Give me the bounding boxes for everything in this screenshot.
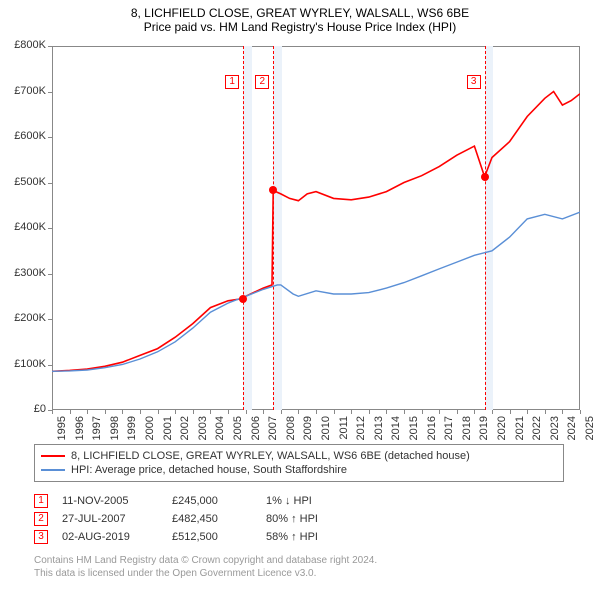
sale-marker-box: 3: [467, 75, 481, 89]
series-hpi: [52, 212, 580, 371]
legend-row-hpi: HPI: Average price, detached house, Sout…: [41, 463, 557, 477]
x-tick-mark: [369, 410, 370, 414]
y-tick-label: £700K: [2, 85, 46, 97]
x-tick-mark: [228, 410, 229, 414]
y-tick-mark: [48, 228, 52, 229]
x-tick-mark: [316, 410, 317, 414]
annotation-pct-2: 80% ↑ HPI: [266, 513, 366, 525]
x-tick-mark: [351, 410, 352, 414]
y-tick-mark: [48, 183, 52, 184]
legend-label-hpi: HPI: Average price, detached house, Sout…: [71, 464, 347, 476]
x-tick-mark: [545, 410, 546, 414]
x-tick-mark: [158, 410, 159, 414]
annotation-row-1: 1 11-NOV-2005 £245,000 1% ↓ HPI: [34, 492, 564, 510]
y-tick-label: £300K: [2, 267, 46, 279]
x-tick-mark: [175, 410, 176, 414]
annotation-table: 1 11-NOV-2005 £245,000 1% ↓ HPI 2 27-JUL…: [34, 492, 564, 546]
legend-label-property: 8, LICHFIELD CLOSE, GREAT WYRLEY, WALSAL…: [71, 450, 470, 462]
x-tick-mark: [246, 410, 247, 414]
x-tick-mark: [70, 410, 71, 414]
y-tick-mark: [48, 137, 52, 138]
annotation-price-2: £482,450: [172, 513, 252, 525]
title-line-2: Price paid vs. HM Land Registry's House …: [10, 20, 590, 34]
x-tick-mark: [404, 410, 405, 414]
x-tick-mark: [281, 410, 282, 414]
y-tick-label: £500K: [2, 176, 46, 188]
y-tick-mark: [48, 319, 52, 320]
sale-dot: [239, 295, 247, 303]
x-tick-mark: [439, 410, 440, 414]
annotation-row-2: 2 27-JUL-2007 £482,450 80% ↑ HPI: [34, 510, 564, 528]
x-tick-mark: [193, 410, 194, 414]
x-tick-mark: [105, 410, 106, 414]
x-tick-mark: [122, 410, 123, 414]
y-tick-mark: [48, 274, 52, 275]
x-tick-mark: [52, 410, 53, 414]
chart-container: 8, LICHFIELD CLOSE, GREAT WYRLEY, WALSAL…: [0, 0, 600, 590]
legend-row-property: 8, LICHFIELD CLOSE, GREAT WYRLEY, WALSAL…: [41, 449, 557, 463]
y-tick-label: £800K: [2, 39, 46, 51]
y-tick-label: £100K: [2, 358, 46, 370]
annotation-marker-1: 1: [34, 494, 48, 508]
footer-line-2: This data is licensed under the Open Gov…: [34, 567, 564, 580]
x-tick-mark: [510, 410, 511, 414]
annotation-marker-2: 2: [34, 512, 48, 526]
x-tick-mark: [87, 410, 88, 414]
annotation-marker-3: 3: [34, 530, 48, 544]
annotation-date-2: 27-JUL-2007: [62, 513, 158, 525]
sale-marker-box: 2: [255, 75, 269, 89]
annotation-date-1: 11-NOV-2005: [62, 495, 158, 507]
legend-swatch-property: [41, 455, 65, 457]
x-tick-mark: [562, 410, 563, 414]
x-tick-label: 2025: [584, 416, 596, 452]
title-block: 8, LICHFIELD CLOSE, GREAT WYRLEY, WALSAL…: [0, 0, 600, 38]
x-tick-mark: [422, 410, 423, 414]
annotation-price-3: £512,500: [172, 531, 252, 543]
series-property: [52, 92, 580, 372]
annotation-pct-3: 58% ↑ HPI: [266, 531, 366, 543]
footer-line-1: Contains HM Land Registry data © Crown c…: [34, 554, 564, 567]
x-tick-mark: [334, 410, 335, 414]
annotation-price-1: £245,000: [172, 495, 252, 507]
y-tick-mark: [48, 365, 52, 366]
x-tick-mark: [298, 410, 299, 414]
footer: Contains HM Land Registry data © Crown c…: [34, 554, 564, 580]
x-tick-mark: [580, 410, 581, 414]
y-tick-label: £600K: [2, 130, 46, 142]
x-tick-mark: [140, 410, 141, 414]
title-line-1: 8, LICHFIELD CLOSE, GREAT WYRLEY, WALSAL…: [10, 6, 590, 20]
y-tick-mark: [48, 92, 52, 93]
x-tick-mark: [386, 410, 387, 414]
x-tick-mark: [263, 410, 264, 414]
annotation-pct-1: 1% ↓ HPI: [266, 495, 366, 507]
y-tick-mark: [48, 46, 52, 47]
sale-dot: [481, 173, 489, 181]
annotation-row-3: 3 02-AUG-2019 £512,500 58% ↑ HPI: [34, 528, 564, 546]
sale-dot: [269, 186, 277, 194]
x-tick-mark: [457, 410, 458, 414]
chart-area: 123 £0£100K£200K£300K£400K£500K£600K£700…: [52, 46, 580, 410]
sale-marker-box: 1: [225, 75, 239, 89]
y-tick-label: £200K: [2, 312, 46, 324]
legend-swatch-hpi: [41, 469, 65, 471]
x-tick-mark: [527, 410, 528, 414]
x-tick-label: 2024: [566, 416, 578, 452]
x-tick-mark: [492, 410, 493, 414]
y-tick-label: £0: [2, 403, 46, 415]
line-plot: [52, 46, 580, 410]
x-tick-mark: [210, 410, 211, 414]
annotation-date-3: 02-AUG-2019: [62, 531, 158, 543]
y-tick-label: £400K: [2, 221, 46, 233]
legend: 8, LICHFIELD CLOSE, GREAT WYRLEY, WALSAL…: [34, 444, 564, 482]
x-tick-mark: [474, 410, 475, 414]
